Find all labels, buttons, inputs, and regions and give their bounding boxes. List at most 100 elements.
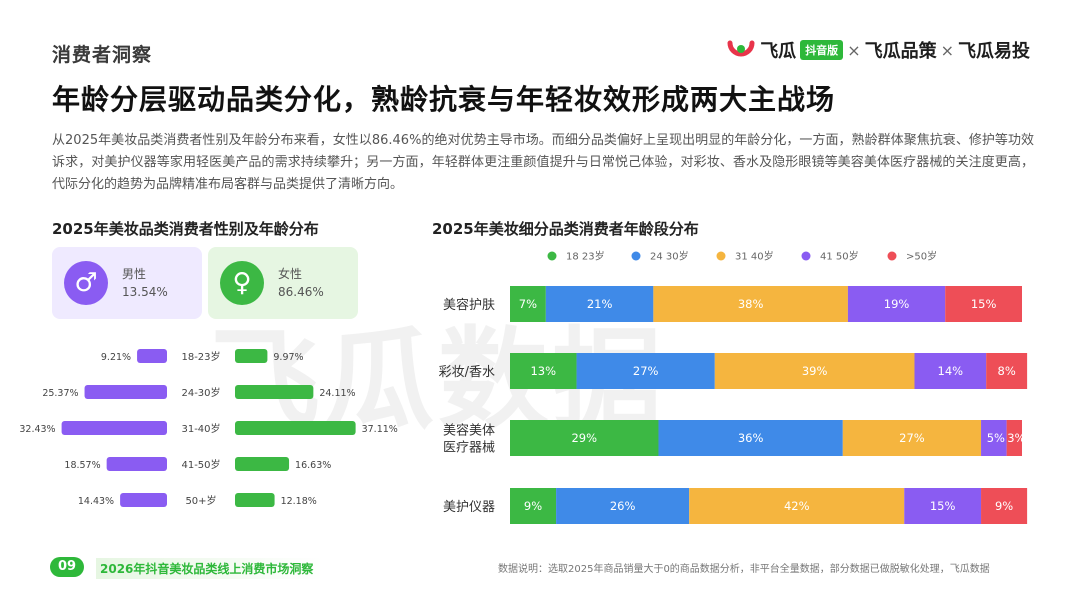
female-bar (235, 493, 275, 507)
age-label: 24-30岁 (181, 386, 220, 399)
female-value-label: 37.11% (362, 424, 398, 435)
summary-paragraph: 从2025年美妆品类消费者性别及年龄分布来看，女性以86.46%的绝对优势主导市… (52, 133, 1034, 192)
segment-value-label: 26% (610, 499, 636, 513)
brand-name-1: 飞瓜 (760, 41, 797, 62)
age-label: 50+岁 (185, 494, 216, 507)
female-value-label: 16.63% (295, 460, 331, 471)
brand-separator: × (847, 40, 861, 60)
legend-label: 24 30岁 (650, 250, 689, 263)
stacked-segment (945, 286, 1022, 322)
age-label: 18-23岁 (181, 350, 220, 363)
stacked-segment (986, 353, 1028, 389)
stacked-segment (904, 488, 982, 524)
stacked-segment (842, 420, 982, 456)
segment-value-label: 36% (738, 431, 764, 445)
segment-value-label: 9% (995, 499, 1013, 513)
female-bar (235, 349, 268, 363)
male-bar (84, 385, 167, 399)
stacked-segment (981, 488, 1028, 524)
female-value-label: 24.11% (319, 388, 355, 399)
legend-swatch (631, 251, 641, 261)
brand-badge: 抖音版 (800, 40, 844, 60)
legend-label: 18 23岁 (566, 250, 605, 263)
female-label: 女性 (278, 267, 303, 281)
stacked-segment (510, 488, 557, 524)
female-value-label: 9.97% (273, 352, 303, 363)
legend-label: 41 50岁 (820, 250, 859, 263)
female-bar (235, 421, 356, 435)
segment-value-label: 15% (971, 297, 997, 311)
male-bar (120, 493, 167, 507)
segment-value-label: 8% (998, 364, 1016, 378)
male-icon: ♂ (64, 261, 108, 305)
male-bar (106, 457, 167, 471)
segment-value-label: 3% (1007, 431, 1025, 445)
segment-value-label: 27% (633, 364, 659, 378)
segment-value-label: 38% (738, 297, 764, 311)
category-label: 彩妆/香水 (439, 365, 495, 380)
female-icon: ♀ (220, 261, 264, 305)
section-tag: 消费者洞察 (52, 44, 153, 66)
female-pct: 86.46% (278, 285, 324, 299)
male-value-label: 9.21% (101, 352, 131, 363)
stacked-segment (576, 353, 715, 389)
stacked-segment (981, 420, 1007, 456)
category-label: 医疗器械 (443, 441, 495, 456)
brand-separator: × (940, 40, 954, 60)
male-value-label: 18.57% (64, 460, 100, 471)
data-note: 数据说明：选取2025年商品销量大于0的商品数据分析，非平台全量数据，部分数据已… (498, 564, 990, 575)
segment-value-label: 19% (884, 297, 910, 311)
segment-value-label: 5% (987, 431, 1005, 445)
page-title: 年龄分层驱动品类分化，熟龄抗衰与年轻妆效形成两大主战场 (52, 83, 836, 116)
segment-value-label: 7% (519, 297, 537, 311)
category-label: 美容护肤 (443, 297, 495, 313)
segment-value-label: 29% (571, 431, 597, 445)
segment-value-label: 39% (802, 364, 828, 378)
feigua-logo-icon (727, 40, 755, 57)
segment-value-label: 15% (930, 499, 956, 513)
male-bar (61, 421, 167, 435)
right-chart-title: 2025年美妆细分品类消费者年龄段分布 (432, 220, 699, 238)
stacked-segment (914, 353, 987, 389)
legend-label: 31 40岁 (735, 250, 774, 263)
segment-value-label: 21% (587, 297, 613, 311)
stacked-segment (510, 353, 577, 389)
male-card: ♂ 男性 13.54% (52, 247, 202, 319)
female-value-label: 12.18% (281, 496, 317, 507)
brand-logo-group: 飞瓜 抖音版 × 飞瓜品策 × 飞瓜易投 (726, 37, 1030, 63)
page-number: 09 (50, 557, 84, 577)
segment-value-label: 42% (784, 499, 810, 513)
male-value-label: 25.37% (42, 388, 78, 399)
category-label: 美护仪器 (443, 500, 495, 515)
category-label: 美容美体 (443, 423, 495, 439)
female-bar (235, 457, 290, 471)
segment-value-label: 9% (524, 499, 542, 513)
stacked-segment (510, 420, 659, 456)
age-label: 41-50岁 (181, 458, 220, 471)
male-value-label: 32.43% (19, 424, 55, 435)
legend-swatch (716, 251, 726, 261)
segment-value-label: 27% (899, 431, 925, 445)
legend-swatch (547, 251, 557, 261)
male-bar (137, 349, 167, 363)
stacked-segment (847, 286, 946, 322)
segment-value-label: 13% (530, 364, 556, 378)
female-bar (235, 385, 314, 399)
legend-swatch (801, 251, 811, 261)
brand-name-2: 飞瓜品策 (864, 41, 937, 62)
report-title: 2026年抖音美妆品类线上消费市场洞察 (96, 558, 324, 579)
female-card: ♀ 女性 86.46% (208, 247, 358, 319)
stacked-segment (653, 286, 848, 322)
stacked-segment (545, 286, 654, 322)
stacked-segment (1006, 420, 1022, 456)
male-pct: 13.54% (122, 285, 168, 299)
legend-swatch (887, 251, 897, 261)
left-chart-title: 2025年美妆品类消费者性别及年龄分布 (52, 220, 319, 238)
male-value-label: 14.43% (78, 496, 114, 507)
male-label: 男性 (122, 267, 147, 281)
stacked-segment (714, 353, 915, 389)
segment-value-label: 14% (938, 364, 964, 378)
age-label: 31-40岁 (181, 422, 220, 435)
brand-name-3: 飞瓜易投 (958, 41, 1030, 62)
